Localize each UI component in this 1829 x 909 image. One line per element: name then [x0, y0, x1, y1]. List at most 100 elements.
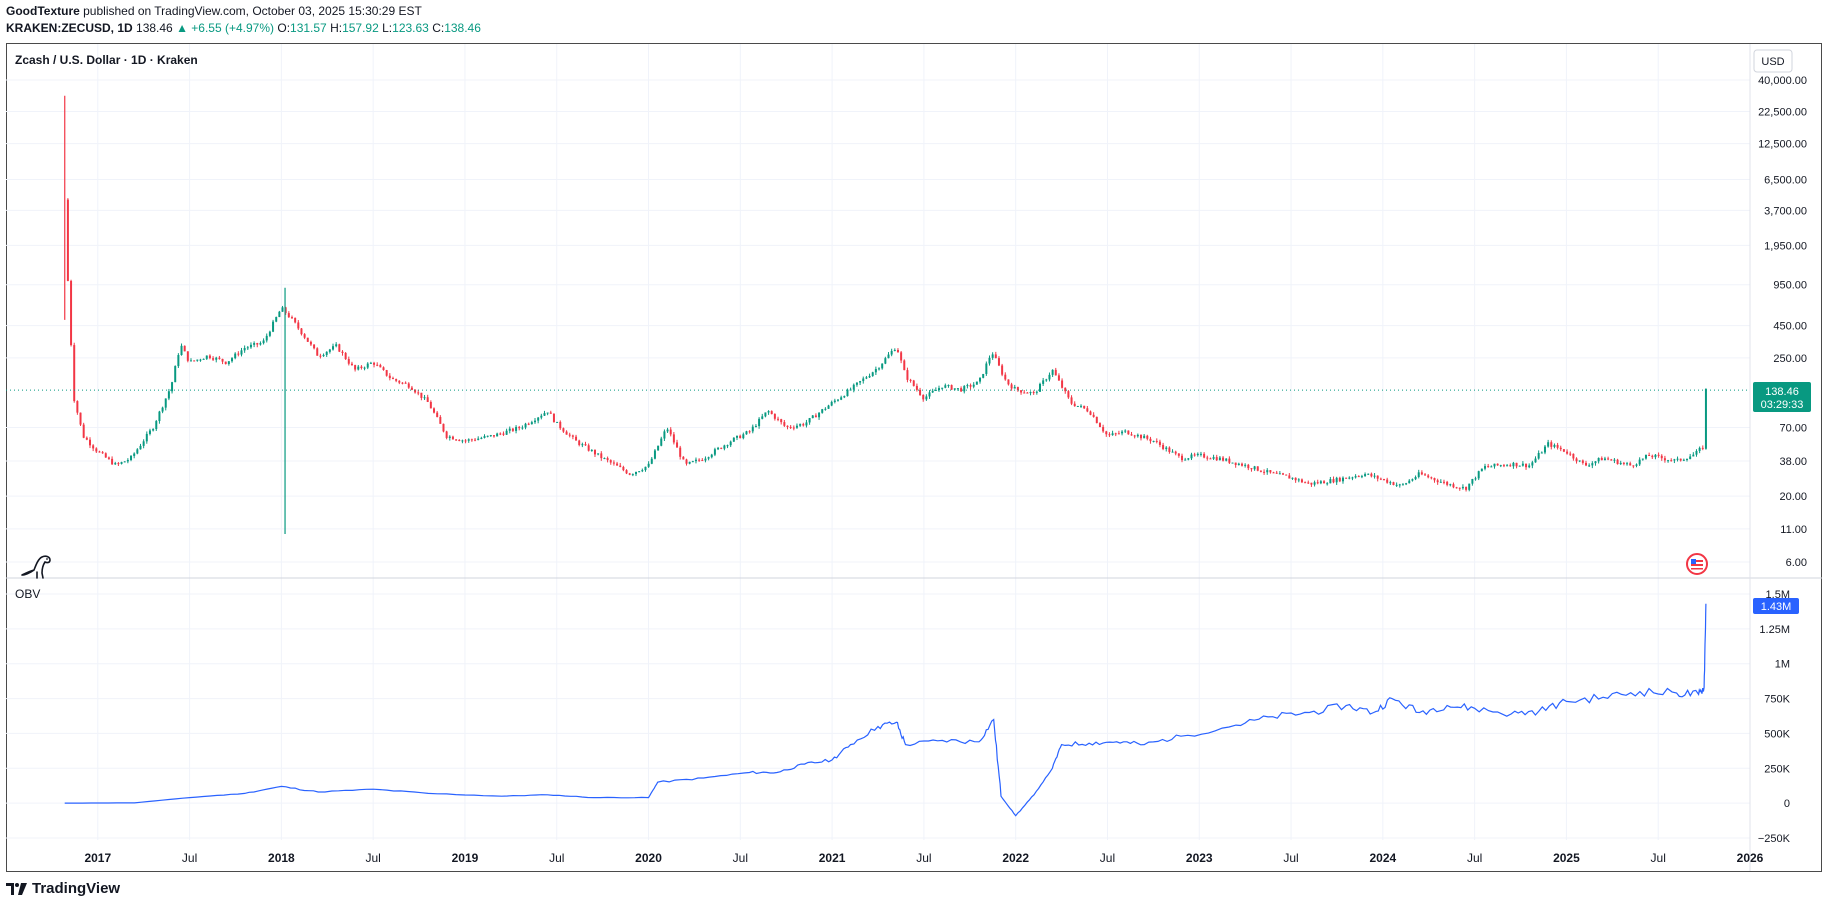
candle-body-down: [1098, 423, 1101, 428]
candle-body-down: [224, 361, 227, 365]
last-price: 138.46: [136, 21, 173, 35]
author-name[interactable]: GoodTexture: [6, 4, 80, 18]
candle-body-down: [1215, 457, 1218, 461]
candle-body-up: [805, 422, 808, 426]
high-value: 157.92: [342, 21, 379, 35]
candle-body-down: [915, 385, 918, 390]
candle-body-down: [552, 413, 555, 422]
candle-body-down: [395, 378, 398, 381]
candle-body-up: [1547, 442, 1550, 447]
candle-body-up: [660, 438, 663, 446]
candle-body-up: [325, 351, 328, 355]
dino-icon: [21, 555, 51, 579]
candle-body-down: [773, 414, 776, 419]
candle-body-down: [1073, 403, 1076, 407]
candle-body-down: [1259, 470, 1262, 472]
candle-body-down: [789, 426, 792, 428]
candle-body-up: [855, 382, 858, 385]
price-badge-bg: [1753, 382, 1811, 412]
candle-body-down: [98, 451, 101, 453]
candle-body-up: [1439, 481, 1442, 483]
candle-body-down: [433, 408, 436, 413]
candle-body-down: [1433, 478, 1436, 481]
candle-body-up: [1313, 482, 1316, 485]
candle-body-down: [1386, 479, 1389, 483]
candle-body-down: [1575, 458, 1578, 462]
candle-body-up: [726, 445, 729, 447]
candle-body-up: [1477, 471, 1480, 479]
candle-body-up: [1045, 379, 1048, 381]
currency-button[interactable]: [1753, 49, 1793, 73]
candle-body-down: [417, 392, 420, 394]
candle-body-down: [1550, 442, 1553, 447]
candle-body-up: [859, 381, 862, 383]
candle-body-up: [1171, 451, 1174, 453]
candle-body-down: [587, 445, 590, 451]
candle-body-up: [947, 385, 950, 387]
candle-body-up: [852, 384, 855, 390]
publication-line: GoodTexture published on TradingView.com…: [6, 4, 422, 18]
candle-body-up: [985, 363, 988, 374]
candle-body-down: [221, 358, 224, 362]
candle-body-down: [208, 355, 211, 359]
candle-body-down: [95, 448, 98, 452]
candle-body-up: [843, 396, 846, 398]
candle-body-up: [638, 471, 641, 473]
candle-body-down: [1323, 481, 1326, 484]
candle-body-up: [1461, 486, 1464, 489]
candle-body-up: [1266, 470, 1269, 473]
candle-body-down: [1177, 453, 1180, 456]
candle-body-up: [1471, 479, 1474, 484]
candle-body-up: [139, 445, 142, 450]
candle-body-down: [780, 419, 783, 423]
candle-body-up: [647, 463, 650, 467]
candle-body-down: [1307, 482, 1310, 484]
indicator-label[interactable]: OBV: [15, 587, 40, 601]
candle-body-up: [483, 436, 486, 438]
candle-body-down: [85, 437, 88, 440]
candle-body-down: [1032, 392, 1035, 394]
tradingview-wordmark: TradingView: [32, 880, 121, 897]
candle-body-down: [104, 453, 107, 458]
candle-body-down: [101, 452, 104, 454]
obv-badge-value: 1.43M: [1761, 601, 1792, 613]
candle-body-down: [79, 412, 82, 425]
candle-body-down: [960, 388, 963, 392]
time-tick-label: Jul: [182, 851, 197, 865]
candle-body-down: [1345, 477, 1348, 479]
candle-body-up: [1619, 462, 1622, 465]
candle-body-down: [669, 429, 672, 435]
candle-body-up: [1673, 459, 1676, 461]
candle-body-up: [1613, 459, 1616, 461]
candle-body-down: [107, 457, 110, 459]
candle-body-up: [1531, 462, 1534, 466]
candle-body-down: [612, 462, 615, 464]
candle-body-down: [1556, 444, 1559, 448]
candle-body-down: [1234, 462, 1237, 466]
candle-body-up: [505, 430, 508, 435]
candle-body-up: [925, 396, 928, 400]
candle-body-up: [556, 421, 559, 423]
candle-body-down: [1209, 458, 1212, 460]
candle-body-up: [931, 390, 934, 393]
candle-body-down: [1376, 475, 1379, 479]
candle-body-up: [1136, 434, 1139, 437]
candle-body-down: [619, 465, 622, 467]
candle-body-up: [710, 454, 713, 458]
candle-body-down: [1452, 484, 1455, 488]
candle-body-down: [1610, 459, 1613, 461]
candle-body-down: [350, 363, 353, 366]
candle-body-up: [272, 321, 275, 332]
candle-body-up: [1667, 460, 1670, 462]
chart-frame: [6, 43, 1822, 872]
candle-body-up: [1367, 473, 1370, 475]
candle-body-up: [489, 435, 492, 437]
tradingview-logo[interactable]: TradingView: [6, 880, 120, 897]
candle-body-up: [537, 417, 540, 421]
candle-body-down: [919, 389, 922, 395]
candle-body-up: [1506, 465, 1509, 467]
candle-body-up: [477, 438, 480, 441]
candle-body-down: [1679, 458, 1682, 461]
candle-body-down: [401, 382, 404, 384]
